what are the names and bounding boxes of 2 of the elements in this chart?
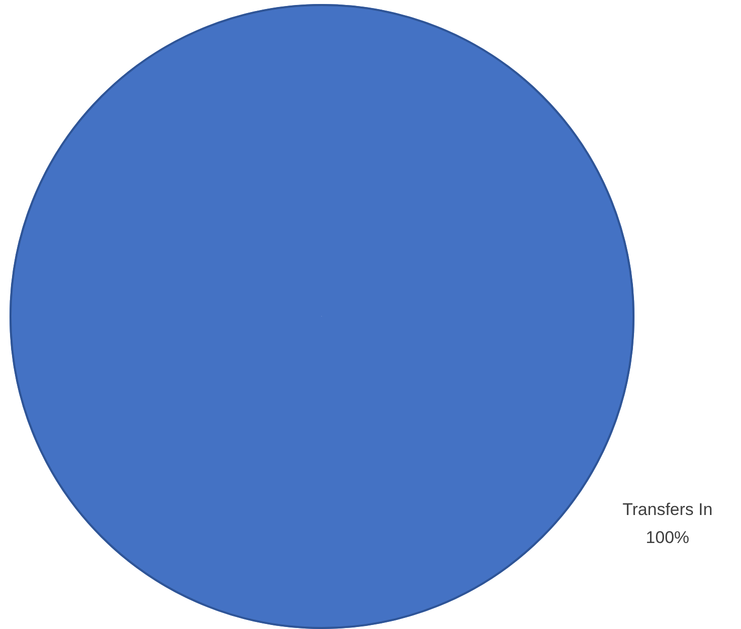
slice-label: Transfers In (622, 500, 713, 519)
data-label: 100% (646, 528, 690, 547)
